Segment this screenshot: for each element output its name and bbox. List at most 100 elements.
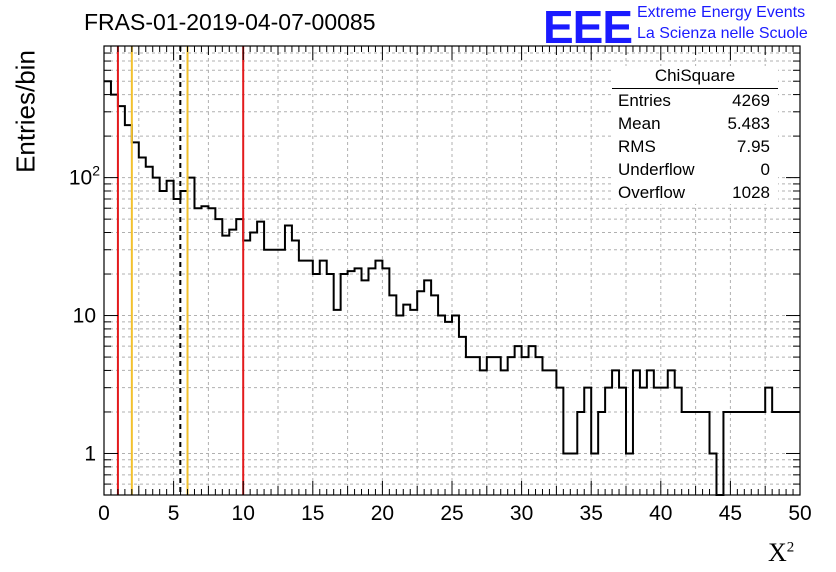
histogram-bin	[146, 167, 153, 495]
histogram-bin	[619, 388, 626, 495]
histogram-bin	[556, 388, 563, 495]
histogram	[104, 80, 800, 496]
histogram-bin	[396, 316, 403, 495]
x-tick-label: 30	[510, 502, 533, 525]
histogram-bin	[612, 370, 619, 495]
stats-label: Underflow	[618, 160, 695, 179]
histogram-bin	[118, 106, 125, 495]
histogram-bin	[327, 274, 334, 495]
histogram-bin	[668, 370, 675, 495]
stats-label: Mean	[618, 114, 661, 133]
chart-title: FRAS-01-2019-04-07-00085	[84, 9, 376, 35]
stats-label: Entries	[618, 91, 671, 110]
histogram-bin	[278, 250, 285, 495]
x-tick-label: 5	[168, 502, 180, 525]
eee-logo-line2: La Scienza nelle Scuole	[637, 25, 808, 42]
stats-row: Entries 4269	[612, 89, 778, 112]
histogram-bin	[765, 388, 772, 495]
stats-value: 0	[760, 160, 770, 179]
histogram-bin	[264, 250, 271, 495]
x-axis: 0 5 10 15 20 25 30 35 40 45 50	[98, 46, 812, 525]
x-tick-label: 45	[719, 502, 742, 525]
eee-logo: EEE	[543, 1, 633, 53]
histogram-bin	[229, 230, 236, 495]
x-tick-label: 20	[371, 502, 394, 525]
histogram-bin	[459, 337, 466, 495]
histogram-bin	[480, 370, 487, 495]
histogram-bin	[243, 241, 250, 495]
histogram-bin	[160, 191, 167, 495]
histogram-bin	[452, 316, 459, 495]
histogram-bin	[675, 388, 682, 495]
x-tick-label: 40	[649, 502, 672, 525]
y-tick-label: 102	[69, 163, 100, 190]
histogram-bin	[515, 346, 522, 495]
histogram-bin	[438, 316, 445, 495]
histogram-bin	[494, 357, 501, 495]
histogram-bin	[536, 357, 543, 495]
histogram-bin	[257, 222, 264, 495]
histogram-bin	[549, 370, 556, 495]
y-tick-label: 10	[73, 305, 96, 328]
stats-value: 4269	[732, 91, 770, 110]
histogram-bin	[285, 225, 292, 495]
histogram-bin	[292, 241, 299, 495]
histogram-bin	[104, 81, 111, 495]
histogram-bin	[313, 274, 320, 495]
histogram-bin	[188, 178, 195, 495]
histogram-bin	[389, 295, 396, 495]
histogram-bin	[194, 208, 201, 495]
stats-box: ChiSquare Entries 4269 Mean 5.483 RMS 7.95 …	[612, 66, 778, 204]
histogram-bin	[250, 233, 257, 495]
stats-value: 7.95	[736, 137, 770, 156]
marker-lines	[116, 46, 245, 495]
x-tick-label: 10	[232, 502, 255, 525]
y-tick-label: 1	[84, 442, 96, 465]
x-tick-label: 15	[301, 502, 324, 525]
histogram-bin	[633, 370, 640, 495]
histogram-bin	[181, 191, 188, 495]
histogram-bin	[167, 181, 174, 495]
stats-label: RMS	[618, 137, 656, 156]
stats-row: RMS 7.95	[612, 135, 778, 158]
histogram-bin	[522, 357, 529, 495]
histogram-bin	[153, 178, 160, 495]
stats-value: 5.483	[727, 114, 770, 133]
histogram-bin	[529, 346, 536, 495]
histogram-bin	[431, 295, 438, 495]
y-axis-label: Entries/bin	[10, 50, 41, 173]
x-axis-label-sup: 2	[786, 539, 795, 556]
histogram-bin	[341, 274, 348, 495]
histogram-bin	[208, 208, 215, 495]
histogram-bin	[647, 370, 654, 495]
x-axis-label: X2	[768, 538, 794, 568]
eee-logo-line1: Extreme Energy Events	[637, 4, 806, 21]
histogram-bin	[584, 388, 591, 495]
histogram-bin	[382, 268, 389, 495]
histogram-bin	[487, 357, 494, 495]
stats-label: Overflow	[618, 183, 686, 202]
histogram-outline	[104, 80, 800, 496]
histogram-bin	[654, 388, 661, 495]
histogram-bin	[271, 250, 278, 495]
stats-title: ChiSquare	[612, 66, 778, 89]
histogram-bin	[125, 125, 132, 495]
histogram-bin	[355, 268, 362, 495]
histogram-bin	[368, 268, 375, 495]
stats-row: Underflow 0	[612, 158, 778, 181]
histogram-bin	[661, 388, 668, 495]
stats-row: Mean 5.483	[612, 112, 778, 135]
histogram-bin	[111, 95, 118, 495]
x-tick-label: 35	[580, 502, 603, 525]
x-tick-label: 25	[440, 502, 463, 525]
stats-row: Overflow 1028	[612, 181, 778, 204]
histogram-bin	[640, 388, 647, 495]
histogram-bin	[605, 388, 612, 495]
x-axis-label-text: X	[768, 538, 787, 567]
y-axis: 1 10 102	[69, 45, 800, 496]
histogram-bin	[445, 322, 452, 495]
histogram-bin	[501, 370, 508, 495]
stats-value: 1028	[732, 183, 770, 202]
histogram-bin	[508, 357, 515, 495]
